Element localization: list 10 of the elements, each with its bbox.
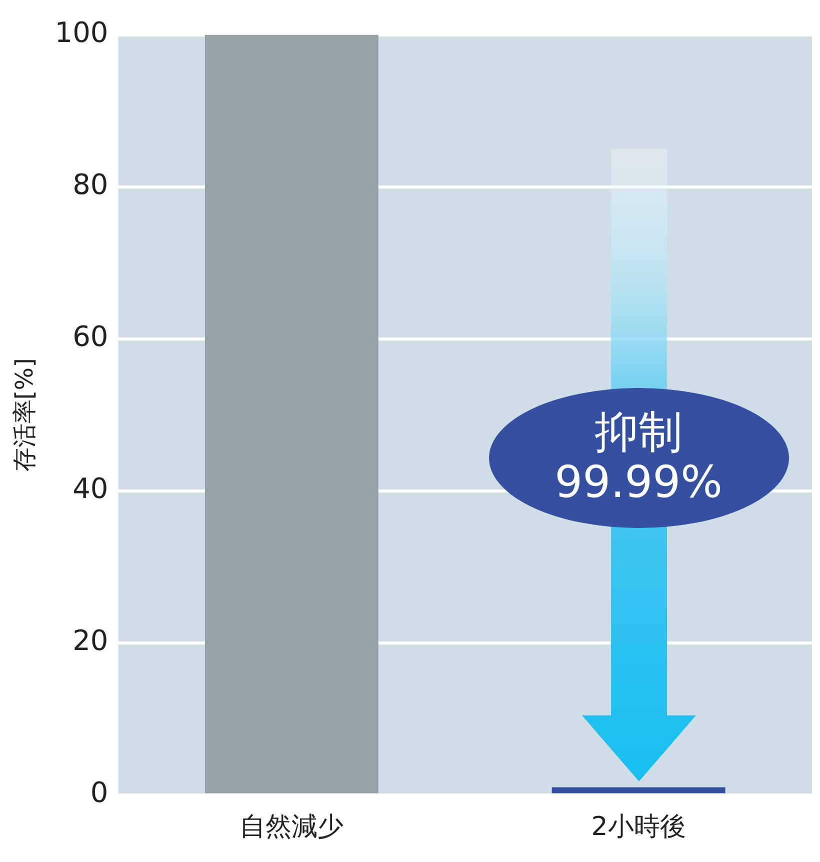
y-tick-label: 0 bbox=[90, 776, 108, 810]
y-tick-label: 80 bbox=[72, 168, 108, 202]
y-tick-label: 60 bbox=[72, 320, 108, 354]
x-tick-label: 自然減少 bbox=[240, 812, 344, 842]
x-tick-label: 2小時後 bbox=[591, 812, 686, 842]
annotation: 抑制 99.99% bbox=[554, 407, 724, 508]
y-tick-label: 20 bbox=[72, 624, 108, 658]
y-axis-title: 存活率[%] bbox=[10, 358, 39, 472]
y-tick-label: 100 bbox=[54, 16, 108, 50]
y-tick-label: 40 bbox=[72, 472, 108, 506]
